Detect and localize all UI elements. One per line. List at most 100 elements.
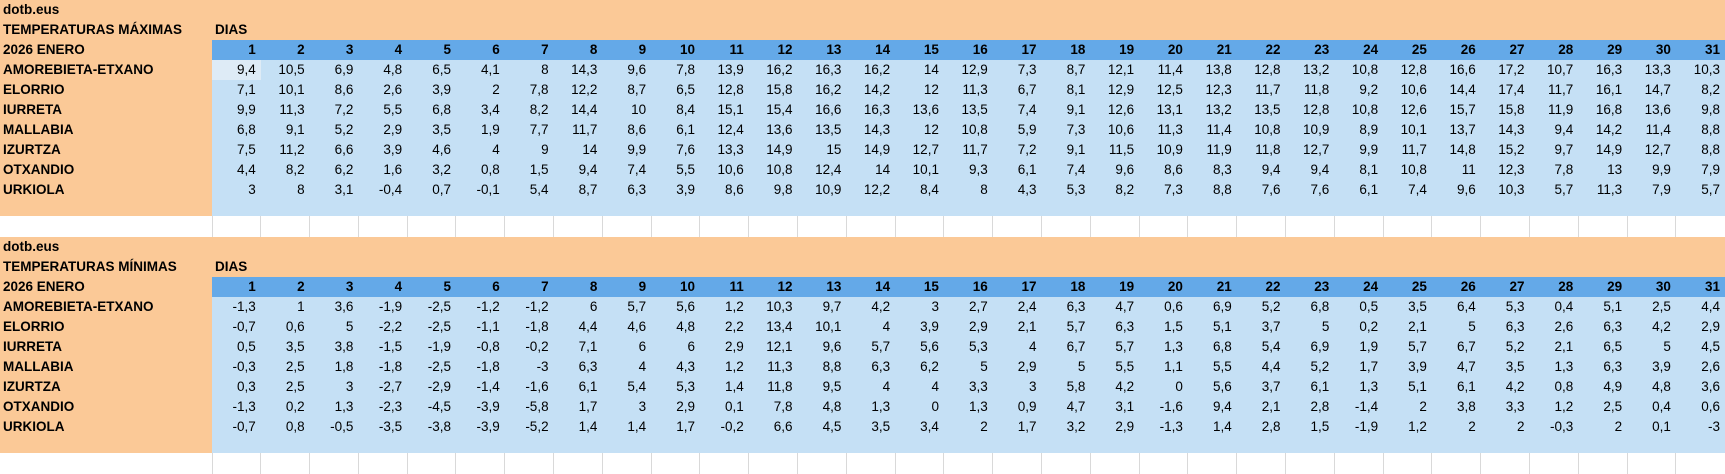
- value-cell[interactable]: 11,9: [1529, 100, 1579, 120]
- value-cell[interactable]: 6,1: [1334, 180, 1384, 200]
- value-cell[interactable]: -1,4: [455, 377, 505, 397]
- station-label-cell[interactable]: IZURTZA: [0, 140, 212, 160]
- value-cell[interactable]: 6,1: [1431, 377, 1481, 397]
- value-cell[interactable]: 8,2: [1090, 180, 1140, 200]
- value-cell[interactable]: 9,6: [797, 337, 847, 357]
- value-cell[interactable]: 0,1: [1627, 417, 1676, 437]
- value-cell[interactable]: -3,9: [455, 417, 505, 437]
- value-cell[interactable]: 5,1: [1383, 377, 1432, 397]
- value-cell[interactable]: 0,3: [212, 377, 261, 397]
- value-cell[interactable]: 8,7: [1041, 60, 1091, 80]
- value-cell[interactable]: -2,5: [407, 297, 456, 317]
- value-cell[interactable]: 4,4: [553, 317, 603, 337]
- day-header-cell[interactable]: 4: [358, 277, 408, 297]
- value-cell[interactable]: 13,6: [895, 100, 944, 120]
- value-cell[interactable]: -0,8: [455, 337, 505, 357]
- day-header-cell[interactable]: 10: [651, 277, 700, 297]
- value-cell[interactable]: 1,5: [1139, 317, 1188, 337]
- value-cell[interactable]: 5,6: [651, 297, 700, 317]
- day-header-cell[interactable]: 28: [1529, 40, 1579, 60]
- value-cell[interactable]: 6,5: [1578, 337, 1628, 357]
- day-header-cell[interactable]: 6: [455, 40, 505, 60]
- value-cell[interactable]: 6,9: [1285, 337, 1335, 357]
- day-header-cell[interactable]: 23: [1285, 277, 1335, 297]
- value-cell[interactable]: 2: [1431, 417, 1481, 437]
- month-label-cell[interactable]: 2026 ENERO: [0, 277, 212, 297]
- value-cell[interactable]: 10,6: [1090, 120, 1140, 140]
- value-cell[interactable]: 12,4: [797, 160, 847, 180]
- value-cell[interactable]: 7,6: [1285, 180, 1335, 200]
- day-header-cell[interactable]: 21: [1187, 40, 1237, 60]
- value-cell[interactable]: 5,5: [651, 160, 700, 180]
- value-cell[interactable]: 7,4: [1041, 160, 1091, 180]
- value-cell[interactable]: 15,8: [748, 80, 798, 100]
- value-cell[interactable]: 6,3: [1090, 317, 1140, 337]
- value-cell[interactable]: 1,3: [1334, 377, 1384, 397]
- value-cell[interactable]: 10,1: [260, 80, 310, 100]
- value-cell[interactable]: -1,8: [358, 357, 408, 377]
- day-header-cell[interactable]: 16: [943, 40, 993, 60]
- station-label-cell[interactable]: ELORRIO: [0, 317, 212, 337]
- value-cell[interactable]: 13,7: [1431, 120, 1481, 140]
- value-cell[interactable]: 2,5: [1627, 297, 1676, 317]
- value-cell[interactable]: 4,4: [212, 160, 261, 180]
- value-cell[interactable]: 4,2: [846, 297, 896, 317]
- value-cell[interactable]: 11,3: [1578, 180, 1628, 200]
- value-cell[interactable]: -0,2: [504, 337, 554, 357]
- value-cell[interactable]: 5,3: [1041, 180, 1091, 200]
- value-cell[interactable]: 12,5: [1139, 80, 1188, 100]
- empty-value-cell[interactable]: [260, 200, 310, 216]
- value-cell[interactable]: 3,2: [407, 160, 456, 180]
- day-header-cell[interactable]: 17: [992, 277, 1042, 297]
- empty-value-cell[interactable]: [1236, 200, 1286, 216]
- value-cell[interactable]: 14,2: [1578, 120, 1628, 140]
- value-cell[interactable]: -2,3: [358, 397, 408, 417]
- value-cell[interactable]: 13,3: [1627, 60, 1676, 80]
- empty-value-cell[interactable]: [455, 200, 505, 216]
- value-cell[interactable]: 6,6: [748, 417, 798, 437]
- value-cell[interactable]: 10,9: [797, 180, 847, 200]
- empty-value-cell[interactable]: [407, 200, 456, 216]
- value-cell[interactable]: 10,8: [943, 120, 993, 140]
- value-cell[interactable]: -3,8: [407, 417, 456, 437]
- day-header-cell[interactable]: 29: [1578, 40, 1628, 60]
- value-cell[interactable]: 7,1: [553, 337, 603, 357]
- value-cell[interactable]: 4,4: [1236, 357, 1286, 377]
- value-cell[interactable]: 16,1: [1578, 80, 1628, 100]
- value-cell[interactable]: 7,5: [212, 140, 261, 160]
- value-cell[interactable]: 6,5: [407, 60, 456, 80]
- day-header-cell[interactable]: 5: [407, 40, 456, 60]
- value-cell[interactable]: 16,2: [748, 60, 798, 80]
- day-header-cell[interactable]: 21: [1187, 277, 1237, 297]
- value-cell[interactable]: 11,8: [1285, 80, 1335, 100]
- value-cell[interactable]: 4: [846, 377, 896, 397]
- value-cell[interactable]: 6,5: [651, 80, 700, 100]
- value-cell[interactable]: 1,3: [943, 397, 993, 417]
- value-cell[interactable]: 1,7: [553, 397, 603, 417]
- empty-value-cell[interactable]: [699, 437, 749, 453]
- value-cell[interactable]: 3,2: [1041, 417, 1091, 437]
- station-label-cell[interactable]: IZURTZA: [0, 377, 212, 397]
- value-cell[interactable]: 5,3: [943, 337, 993, 357]
- value-cell[interactable]: 11,4: [1627, 120, 1676, 140]
- value-cell[interactable]: 13,2: [1285, 60, 1335, 80]
- value-cell[interactable]: 5,7: [602, 297, 652, 317]
- day-header-cell[interactable]: 25: [1383, 277, 1432, 297]
- value-cell[interactable]: 1,2: [699, 357, 749, 377]
- day-header-cell[interactable]: 14: [846, 277, 896, 297]
- value-cell[interactable]: 8: [943, 180, 993, 200]
- value-cell[interactable]: 9,7: [1529, 140, 1579, 160]
- value-cell[interactable]: 11: [1431, 160, 1481, 180]
- value-cell[interactable]: 6,3: [1480, 317, 1530, 337]
- value-cell[interactable]: 8,2: [260, 160, 310, 180]
- value-cell[interactable]: 5,7: [846, 337, 896, 357]
- day-header-cell[interactable]: 27: [1480, 277, 1530, 297]
- value-cell[interactable]: 12,8: [699, 80, 749, 100]
- value-cell[interactable]: -5,2: [504, 417, 554, 437]
- day-header-cell[interactable]: 8: [553, 40, 603, 60]
- value-cell[interactable]: 5,5: [1187, 357, 1237, 377]
- value-cell[interactable]: 14,3: [1480, 120, 1530, 140]
- value-cell[interactable]: -0,1: [455, 180, 505, 200]
- value-cell[interactable]: -0,3: [1529, 417, 1579, 437]
- value-cell[interactable]: 9,8: [748, 180, 798, 200]
